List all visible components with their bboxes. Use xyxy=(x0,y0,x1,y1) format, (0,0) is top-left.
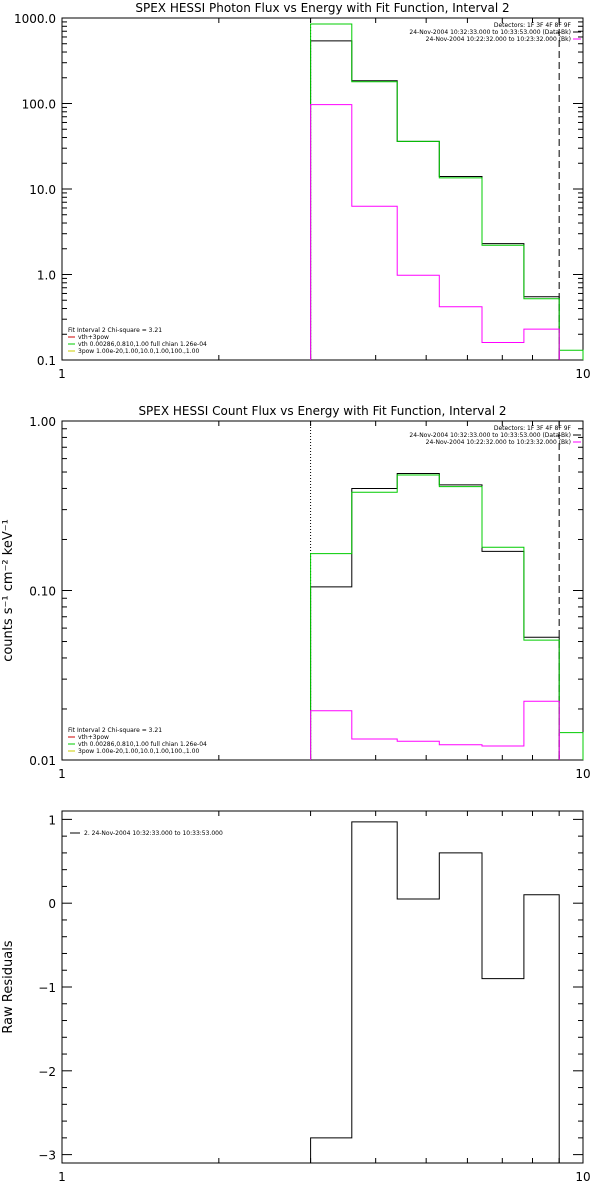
y-tick-label: 1.0 xyxy=(37,269,56,283)
y-tick-label: 1.00 xyxy=(29,415,56,429)
header-text: Detectors: 1F 3F 4F 8F 9F xyxy=(494,22,572,29)
y-tick-label: 1000.0 xyxy=(14,12,56,26)
series-line-2 xyxy=(310,474,584,760)
series-line-1 xyxy=(310,40,560,360)
fit-legend-text: Fit Interval 2 Chi-square = 3.21 xyxy=(68,327,162,334)
legend-text: 2. 24-Nov-2004 10:32:33.000 to 10:33:53.… xyxy=(84,830,223,837)
series-line-2 xyxy=(310,23,584,360)
y-tick-label: 10.0 xyxy=(29,183,56,197)
header-text: 24-Nov-2004 10:22:32.000 to 10:23:32.000… xyxy=(426,36,571,43)
series-line-3 xyxy=(310,700,560,760)
header-text: 24-Nov-2004 10:32:33.000 to 10:33:53.000… xyxy=(409,29,571,36)
header-text: 24-Nov-2004 10:22:32.000 to 10:23:32.000… xyxy=(426,439,571,446)
plot-frame xyxy=(61,810,584,1164)
fit-legend-text: vth+3pow xyxy=(78,734,109,741)
fit-legend-text: 3pow 1.00e-20,1.00,10.0,1.00,100.,1.00 xyxy=(78,348,199,355)
series-line-1 xyxy=(310,473,560,760)
y-tick-label: 100.0 xyxy=(22,98,56,112)
y-tick-label: 1 xyxy=(48,813,56,827)
header-text: Detectors: 1F 3F 4F 8F 9F xyxy=(494,425,572,432)
fit-legend-text: Fit Interval 2 Chi-square = 3.21 xyxy=(68,727,162,734)
y-tick-label: 0.10 xyxy=(29,585,56,599)
plot-frame xyxy=(61,17,584,361)
x-tick-label: 1 xyxy=(58,767,66,781)
x-tick-label: 10 xyxy=(575,1170,590,1184)
x-tick-label: 1 xyxy=(58,367,66,381)
fit-legend-text: 3pow 1.00e-20,1.00,10.0,1.00,100.,1.00 xyxy=(78,748,199,755)
fit-legend-text: vth+3pow xyxy=(78,334,109,341)
y-tick-label: −3 xyxy=(38,1149,56,1163)
fit-legend-text: vth 0.00286,0.810,1.00 full chian 1.26e-… xyxy=(78,341,207,348)
y-tick-label: −1 xyxy=(38,981,56,995)
header-text: 24-Nov-2004 10:32:33.000 to 10:33:53.000… xyxy=(409,432,571,439)
series-line-1 xyxy=(310,821,560,1163)
x-tick-label: 10 xyxy=(575,367,590,381)
chart-panel-2: SPEX HESSI Count Flux vs Energy with Fit… xyxy=(1,404,591,781)
series-line-3 xyxy=(310,104,560,360)
x-tick-label: 10 xyxy=(575,767,590,781)
fit-legend-text: vth 0.00286,0.810,1.00 full chian 1.26e-… xyxy=(78,741,207,748)
y-tick-label: 0 xyxy=(48,897,56,911)
chart-title: SPEX HESSI Count Flux vs Energy with Fit… xyxy=(138,404,506,418)
x-tick-label: 1 xyxy=(58,1170,66,1184)
y-tick-label: 0.1 xyxy=(37,354,56,368)
plot-frame xyxy=(61,420,584,761)
y-tick-label: 0.01 xyxy=(29,754,56,768)
y-axis-label: counts s⁻¹ cm⁻² keV⁻¹ xyxy=(1,519,16,662)
chart-panel-1: SPEX HESSI Photon Flux vs Energy with Fi… xyxy=(14,1,591,381)
y-axis-label: Raw Residuals xyxy=(1,940,16,1033)
y-tick-label: −2 xyxy=(38,1065,56,1079)
chart-title: SPEX HESSI Photon Flux vs Energy with Fi… xyxy=(135,1,509,15)
